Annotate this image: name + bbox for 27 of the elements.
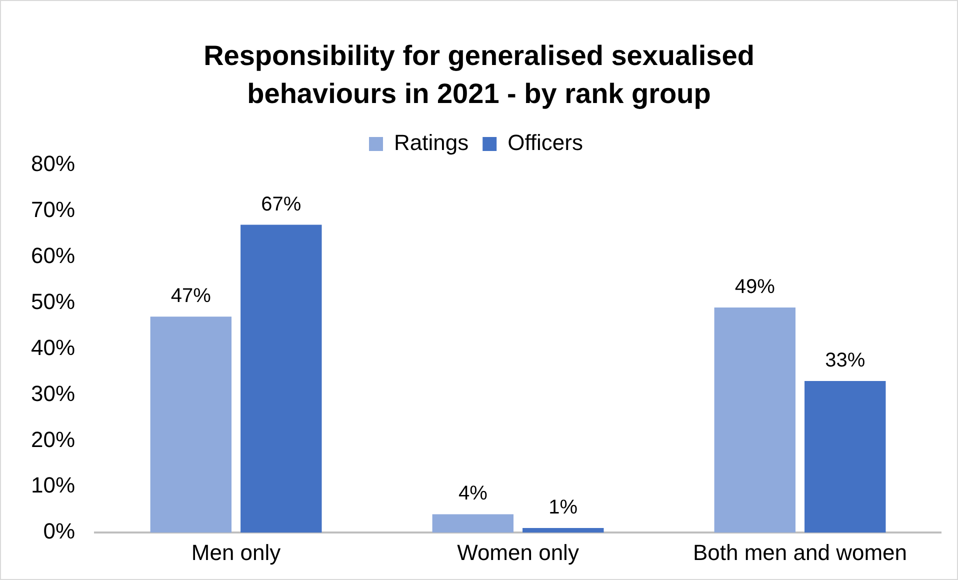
x-tick-label: Both men and women <box>692 540 908 565</box>
chart-title: Responsibility for generalised sexualised behaviours in 2021 - by rank group <box>202 39 756 111</box>
y-tick-label: 20% <box>30 426 76 452</box>
y-tick-label: 30% <box>30 380 76 406</box>
x-tick-label: Men only <box>191 540 281 565</box>
bar <box>804 380 886 533</box>
bar <box>522 528 604 533</box>
y-tick-label: 10% <box>30 472 76 498</box>
y-tick-label: 60% <box>30 242 76 268</box>
y-tick-label: 70% <box>30 197 76 222</box>
y-tick-label: 40% <box>30 334 76 360</box>
data-label: 4% <box>458 482 488 505</box>
legend-label: Ratings <box>394 130 469 156</box>
bar <box>240 224 322 533</box>
y-tick-label: 80% <box>30 151 76 176</box>
data-label: 47% <box>170 285 212 308</box>
y-tick-label: 50% <box>30 288 76 314</box>
y-tick-label: 0% <box>43 518 76 544</box>
x-tick-label: Women only <box>457 540 579 565</box>
data-label: 1% <box>548 496 578 519</box>
bar <box>714 307 796 533</box>
bar <box>432 514 514 533</box>
data-label: 49% <box>734 276 776 298</box>
data-label: 67% <box>261 193 302 216</box>
bar <box>150 316 232 533</box>
legend-label: Officers <box>508 130 583 156</box>
data-label: 33% <box>825 349 866 372</box>
